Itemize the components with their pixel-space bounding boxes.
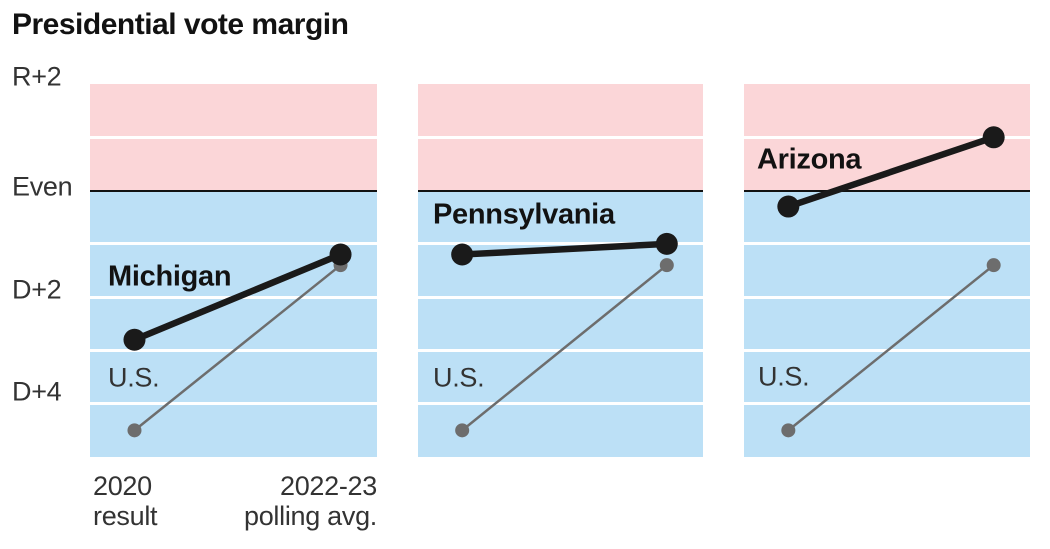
even-line — [744, 189, 1030, 192]
y-tick-even: Even — [12, 171, 73, 202]
us-series-label: U.S. — [758, 361, 810, 392]
gridline-r1 — [744, 135, 1030, 139]
us-series-label: U.S. — [108, 362, 160, 393]
gridline-d1 — [90, 242, 377, 246]
gridline-d1 — [418, 242, 703, 246]
even-line — [90, 189, 377, 192]
gridline-d2 — [418, 295, 703, 299]
state-label: Michigan — [108, 260, 232, 293]
state-label: Arizona — [757, 143, 862, 176]
gridline-d4 — [418, 402, 703, 406]
x-tick-line: result — [93, 501, 158, 531]
democratic-band — [744, 190, 1030, 457]
y-tick-d-plus-4: D+4 — [12, 376, 62, 407]
y-tick-r-plus-2: R+2 — [12, 61, 62, 92]
x-tick-polling-avg: 2022-23 polling avg. — [244, 471, 377, 531]
gridline-r1 — [418, 135, 703, 139]
panel-pennsylvania: Pennsylvania U.S. — [418, 84, 703, 457]
gridline-d2 — [744, 295, 1030, 299]
series-lines-michigan — [123, 243, 352, 438]
even-line — [418, 189, 703, 192]
gridline-d4 — [90, 402, 377, 406]
panel-michigan: Michigan U.S. — [90, 84, 377, 457]
democratic-band — [418, 190, 703, 457]
y-tick-d-plus-2: D+2 — [12, 274, 62, 305]
us-series-label: U.S. — [433, 362, 485, 393]
panel-arizona: Arizona U.S. — [744, 84, 1030, 457]
x-tick-line: 2022-23 — [280, 471, 377, 501]
x-tick-2020-result: 2020 result — [93, 471, 158, 531]
series-lines-arizona — [777, 126, 1005, 438]
x-tick-line: polling avg. — [244, 501, 377, 531]
gridline-d1 — [744, 242, 1030, 246]
gridline-r1 — [90, 135, 377, 139]
gridline-d4 — [744, 402, 1030, 406]
x-tick-line: 2020 — [93, 471, 152, 501]
chart-title: Presidential vote margin — [12, 8, 349, 41]
democratic-band — [90, 190, 377, 457]
state-label: Pennsylvania — [433, 198, 615, 231]
series-lines-pennsylvania — [451, 232, 678, 438]
